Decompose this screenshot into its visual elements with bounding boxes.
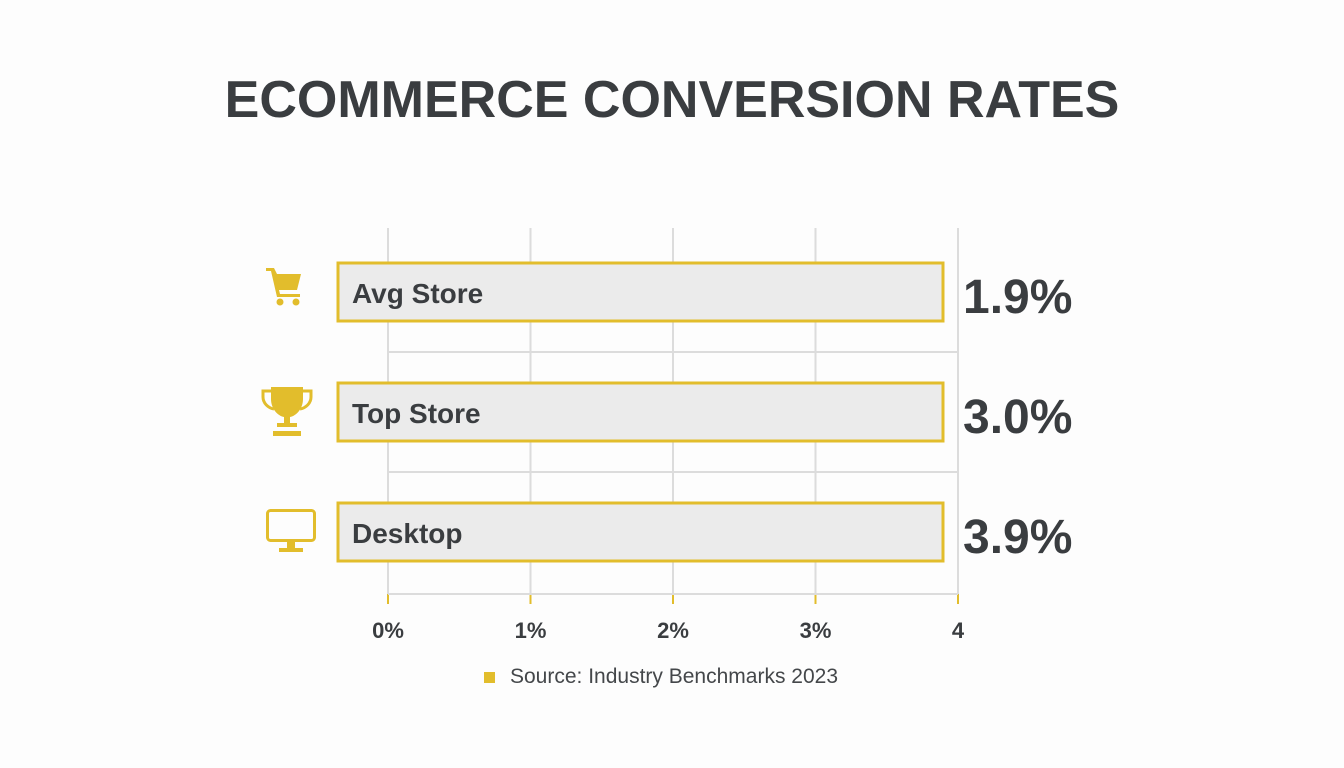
x-tick-label: 0% [372,618,404,643]
value-label: 3.9% [963,511,1072,564]
source-note: Source: Industry Benchmarks 2023 [484,665,838,689]
bar [336,501,945,563]
trophy-icon [261,387,313,436]
source-text: Source: Industry Benchmarks 2023 [510,665,839,688]
source-swatch [484,671,495,683]
x-tick-label: 3% [800,618,832,643]
x-tick-label: 4 [952,618,965,643]
chart-title: ECOMMERCE CONVERSION RATES [224,71,1120,129]
bar-label: Desktop [352,518,462,549]
bar-label: Avg Store [352,278,483,309]
bar [336,261,945,323]
shopping-cart-icon [266,268,301,306]
monitor-icon [266,509,316,552]
x-tick-label: 1% [515,618,547,643]
bar-label: Top Store [352,398,481,429]
x-tick-label: 2% [657,618,689,643]
value-label: 1.9% [963,271,1072,324]
bar [336,381,945,443]
value-label: 3.0% [963,391,1072,444]
